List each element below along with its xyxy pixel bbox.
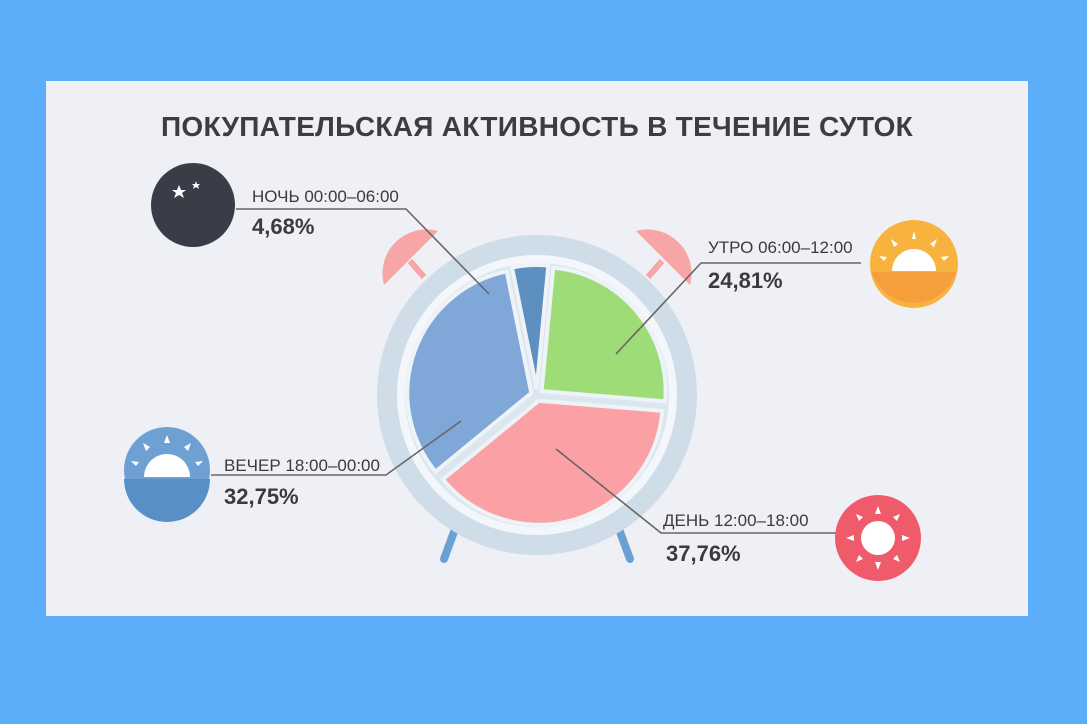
left-bell bbox=[382, 229, 438, 285]
slice-label-evening: ВЕЧЕР 18:00–00:00 bbox=[224, 456, 380, 475]
pie-slices bbox=[405, 263, 668, 527]
slice-label-day: ДЕНЬ 12:00–18:00 bbox=[663, 511, 809, 530]
pie-slice-day bbox=[440, 398, 665, 527]
slice-value-morning: 24,81% bbox=[708, 268, 783, 293]
sunrise-icon bbox=[870, 220, 958, 308]
clock-bells bbox=[382, 229, 692, 285]
sun-icon bbox=[835, 495, 921, 581]
sunset-icon bbox=[124, 427, 210, 522]
moon-stars-icon bbox=[151, 163, 235, 247]
slice-value-evening: 32,75% bbox=[224, 484, 299, 509]
slice-value-day: 37,76% bbox=[666, 541, 741, 566]
chart-title: ПОКУПАТЕЛЬСКАЯ АКТИВНОСТЬ В ТЕЧЕНИЕ СУТО… bbox=[160, 111, 914, 142]
slice-value-night: 4,68% bbox=[252, 214, 315, 239]
clock-pie-chart bbox=[124, 163, 958, 581]
left-bell-stem bbox=[407, 259, 427, 279]
pie-slice-morning bbox=[539, 265, 668, 404]
leader-line-night bbox=[236, 208, 490, 295]
leader-lines bbox=[211, 208, 861, 534]
leader-line-day bbox=[555, 448, 836, 534]
leader-line-morning bbox=[615, 262, 861, 355]
right-bell-stem bbox=[645, 259, 665, 279]
slice-label-morning: УТРО 06:00–12:00 bbox=[708, 238, 853, 257]
infographic-card: ПОКУПАТЕЛЬСКАЯ АКТИВНОСТЬ В ТЕЧЕНИЕ СУТО… bbox=[46, 81, 1028, 616]
leader-line-evening bbox=[211, 420, 462, 476]
pie-slice-night bbox=[509, 263, 551, 390]
right-bell bbox=[636, 229, 692, 285]
pie-slice-evening bbox=[405, 269, 534, 475]
slice-label-night: НОЧЬ 00:00–06:00 bbox=[252, 187, 399, 206]
